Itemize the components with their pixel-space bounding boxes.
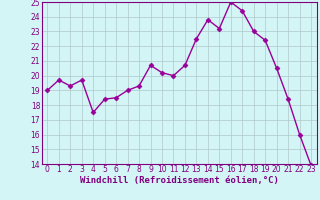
X-axis label: Windchill (Refroidissement éolien,°C): Windchill (Refroidissement éolien,°C) (80, 176, 279, 185)
